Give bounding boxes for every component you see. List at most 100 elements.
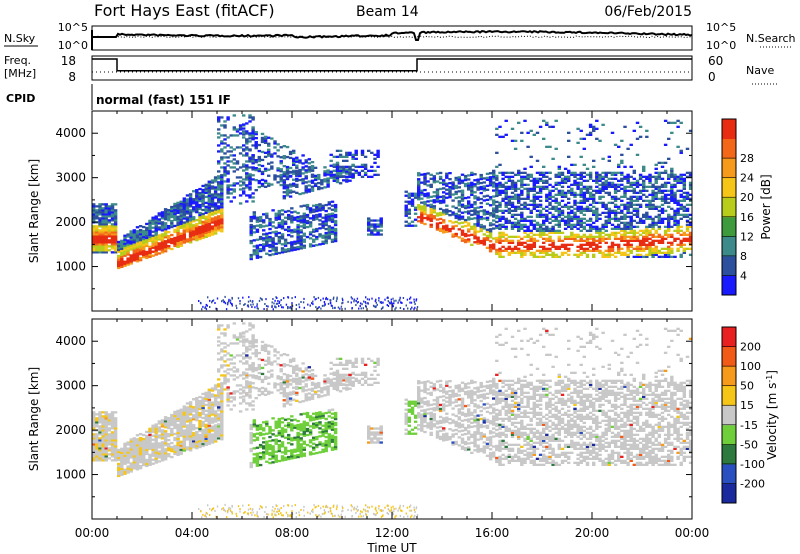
power-cell (204, 229, 208, 232)
power-cell (204, 217, 208, 220)
power-cell (257, 149, 262, 153)
power-cell (510, 171, 515, 174)
power-cell (460, 205, 465, 208)
power-cell (492, 203, 496, 206)
power-cell (310, 185, 315, 188)
power-cell (548, 203, 552, 206)
power-cell (263, 181, 268, 184)
power-cell (252, 239, 257, 242)
power-cell (426, 172, 430, 175)
power-cell (617, 211, 621, 214)
power-cell (248, 296, 250, 299)
power-cell (245, 164, 249, 167)
power-cell (651, 185, 655, 188)
velocity-cell (148, 447, 152, 450)
power-cell (283, 220, 288, 223)
power-cell (610, 211, 615, 214)
power-cell (467, 238, 471, 241)
power-cell (327, 237, 332, 240)
power-cell (585, 237, 590, 240)
power-cell (682, 197, 687, 200)
power-cell (626, 179, 630, 182)
power-cell (163, 222, 168, 225)
power-cell (642, 199, 646, 202)
power-cell (548, 211, 552, 214)
power-cell (217, 219, 221, 222)
power-cell (324, 221, 328, 225)
power-cell (601, 225, 605, 228)
power-cell (192, 208, 196, 211)
power-cell (592, 201, 596, 204)
power-cell (670, 175, 674, 178)
power-cell (151, 242, 155, 245)
velocity-cell (107, 423, 112, 426)
velocity-cell (201, 404, 205, 408)
power-cell (163, 250, 168, 253)
power-cell (457, 236, 462, 239)
velocity-cell (101, 445, 105, 448)
power-cell (232, 158, 237, 161)
power-cell (520, 175, 524, 178)
power-cell (663, 255, 668, 258)
velocity-cell (201, 440, 205, 444)
power-cell (280, 209, 285, 212)
power-cell (327, 203, 332, 206)
power-cell (626, 207, 630, 210)
power-cell (207, 220, 212, 223)
power-cell (570, 187, 574, 190)
power-cell (557, 203, 562, 206)
power-cell (232, 134, 237, 137)
velocity-cell (132, 443, 137, 446)
power-cell (457, 190, 462, 193)
power-cell (142, 245, 146, 249)
power-cell (195, 223, 199, 226)
velocity-cell (195, 445, 199, 448)
power-cell (307, 170, 312, 173)
power-cell (330, 218, 335, 221)
velocity-cell (98, 413, 102, 416)
velocity-cell (198, 411, 202, 415)
power-cell (510, 175, 515, 178)
velocity-cell (142, 457, 146, 461)
power-cell (170, 223, 174, 227)
power-cell (667, 229, 671, 232)
power-cell (563, 179, 568, 182)
power-cell (333, 227, 338, 231)
power-cell (626, 205, 630, 208)
power-cell (545, 171, 549, 174)
velocity-cell (135, 438, 140, 441)
velocity-cell (201, 400, 205, 404)
velocity-cell (163, 418, 168, 421)
power-cell (595, 225, 599, 228)
power-cell (588, 203, 593, 206)
power-cell (563, 243, 568, 246)
power-cell (498, 235, 502, 238)
power-cell (223, 172, 227, 175)
power-cell (92, 239, 96, 242)
power-cell (324, 219, 328, 223)
power-cell (560, 173, 565, 176)
power-cell (435, 200, 440, 203)
power-cell (170, 241, 174, 245)
power-cell (301, 162, 305, 165)
power-cell (248, 157, 252, 160)
velocity-cell (201, 424, 205, 428)
power-cell (321, 208, 325, 211)
velocity-cell (113, 421, 118, 424)
power-cell (607, 181, 612, 184)
velocity-cell (135, 446, 140, 449)
power-cell (279, 168, 283, 171)
power-cell (498, 191, 502, 194)
velocity-cell (98, 449, 102, 452)
power-cell (330, 212, 335, 215)
power-cell (688, 223, 693, 226)
power-cell (317, 187, 321, 191)
power-cell (126, 233, 130, 236)
power-cell (135, 238, 140, 241)
power-cell (638, 243, 643, 246)
power-cell (595, 243, 599, 246)
power-cell (485, 234, 490, 237)
power-cell (220, 190, 224, 193)
velocity-cell (113, 423, 118, 426)
power-cell (204, 207, 208, 210)
